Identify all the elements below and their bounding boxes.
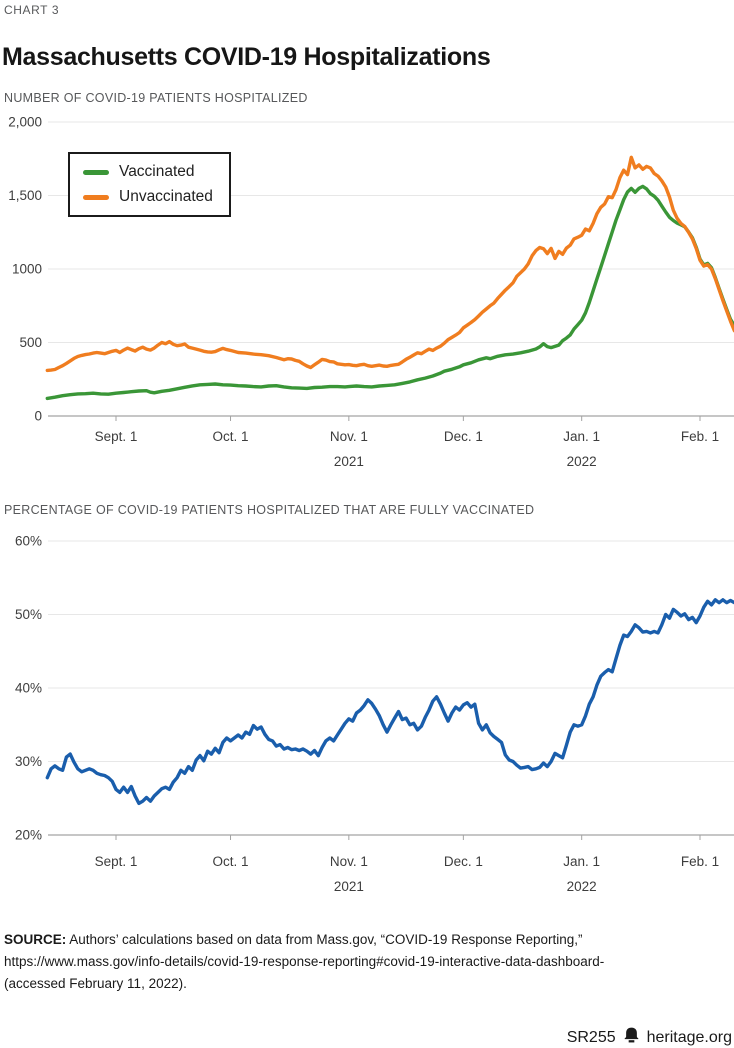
x-tick-label: Dec. 1 [444,854,483,869]
legend-item-unvaccinated: Unvaccinated [83,188,213,206]
liberty-bell-icon [623,1027,640,1048]
report-footer: SR255 heritage.org [567,1027,732,1048]
y-tick-label: 0 [34,409,42,424]
legend-item-vaccinated: Vaccinated [83,163,213,181]
y-tick-label: 40% [15,681,42,696]
x-tick-label: Jan. 1 [563,429,600,444]
site-name: heritage.org [646,1028,732,1046]
year-label: 2022 [567,454,597,469]
percentage-line-chart: 20% 30% 40% 50% 60% Sept. 1 Oct. 1 Nov. 1 Dec. 1… [15,534,734,894]
legend-label-vaccinated: Vaccinated [119,163,195,180]
y-tick-label: 500 [19,335,42,350]
y-tick-label: 2,000 [8,115,42,130]
chart2-subtitle: PERCENTAGE OF COVID-19 PATIENTS HOSPITAL… [4,503,535,517]
chart1-legend: Vaccinated Unvaccinated [68,152,231,217]
x-tick-label: Nov. 1 [330,429,368,444]
series-unvaccinated [45,155,734,373]
series-vaccinated [45,184,734,401]
x-tick-label: Oct. 1 [213,429,249,444]
source-note: SOURCE: Authors’ calculations based on d… [4,929,714,995]
source-line-3: (accessed February 11, 2022). [4,976,187,991]
y-tick-label: 30% [15,754,42,769]
source-line-1: SOURCE: Authors’ calculations based on d… [4,932,583,947]
x-tick-label: Sept. 1 [95,854,138,869]
report-id: SR255 [566,1028,616,1046]
unvaccinated-line-swatch [83,194,109,200]
y-tick-label: 50% [15,607,42,622]
y-tick-label: 60% [15,534,42,549]
y-tick-label: 1,500 [8,188,42,203]
y-tick-label: 1000 [12,262,42,277]
year-label: 2021 [334,879,364,894]
x-tick-label: Feb. 1 [681,429,719,444]
year-label: 2022 [567,879,597,894]
x-tick-label: Sept. 1 [95,429,138,444]
chart-number-label: CHART 3 [4,3,60,17]
source-line-2: https://www.mass.gov/info-details/covid-… [4,954,605,969]
y-tick-label: 20% [15,828,42,843]
series-percent-fully-vaccinated [45,598,734,806]
year-label: 2021 [334,454,364,469]
source-label: SOURCE: [4,932,67,947]
legend-label-unvaccinated: Unvaccinated [119,188,213,205]
page-title: Massachusetts COVID-19 Hospitalizations [2,42,491,71]
x-tick-label: Oct. 1 [213,854,249,869]
chart1-subtitle: NUMBER OF COVID-19 PATIENTS HOSPITALIZED [4,91,308,105]
vaccinated-line-swatch [83,169,109,175]
hospitalizations-line-chart: 0 500 1000 1,500 2,000 Sept. 1 Oct. 1 Nov. 1 Dec… [8,115,734,469]
x-tick-label: Feb. 1 [681,854,719,869]
x-tick-label: Nov. 1 [330,854,368,869]
x-tick-label: Jan. 1 [563,854,600,869]
x-tick-label: Dec. 1 [444,429,483,444]
